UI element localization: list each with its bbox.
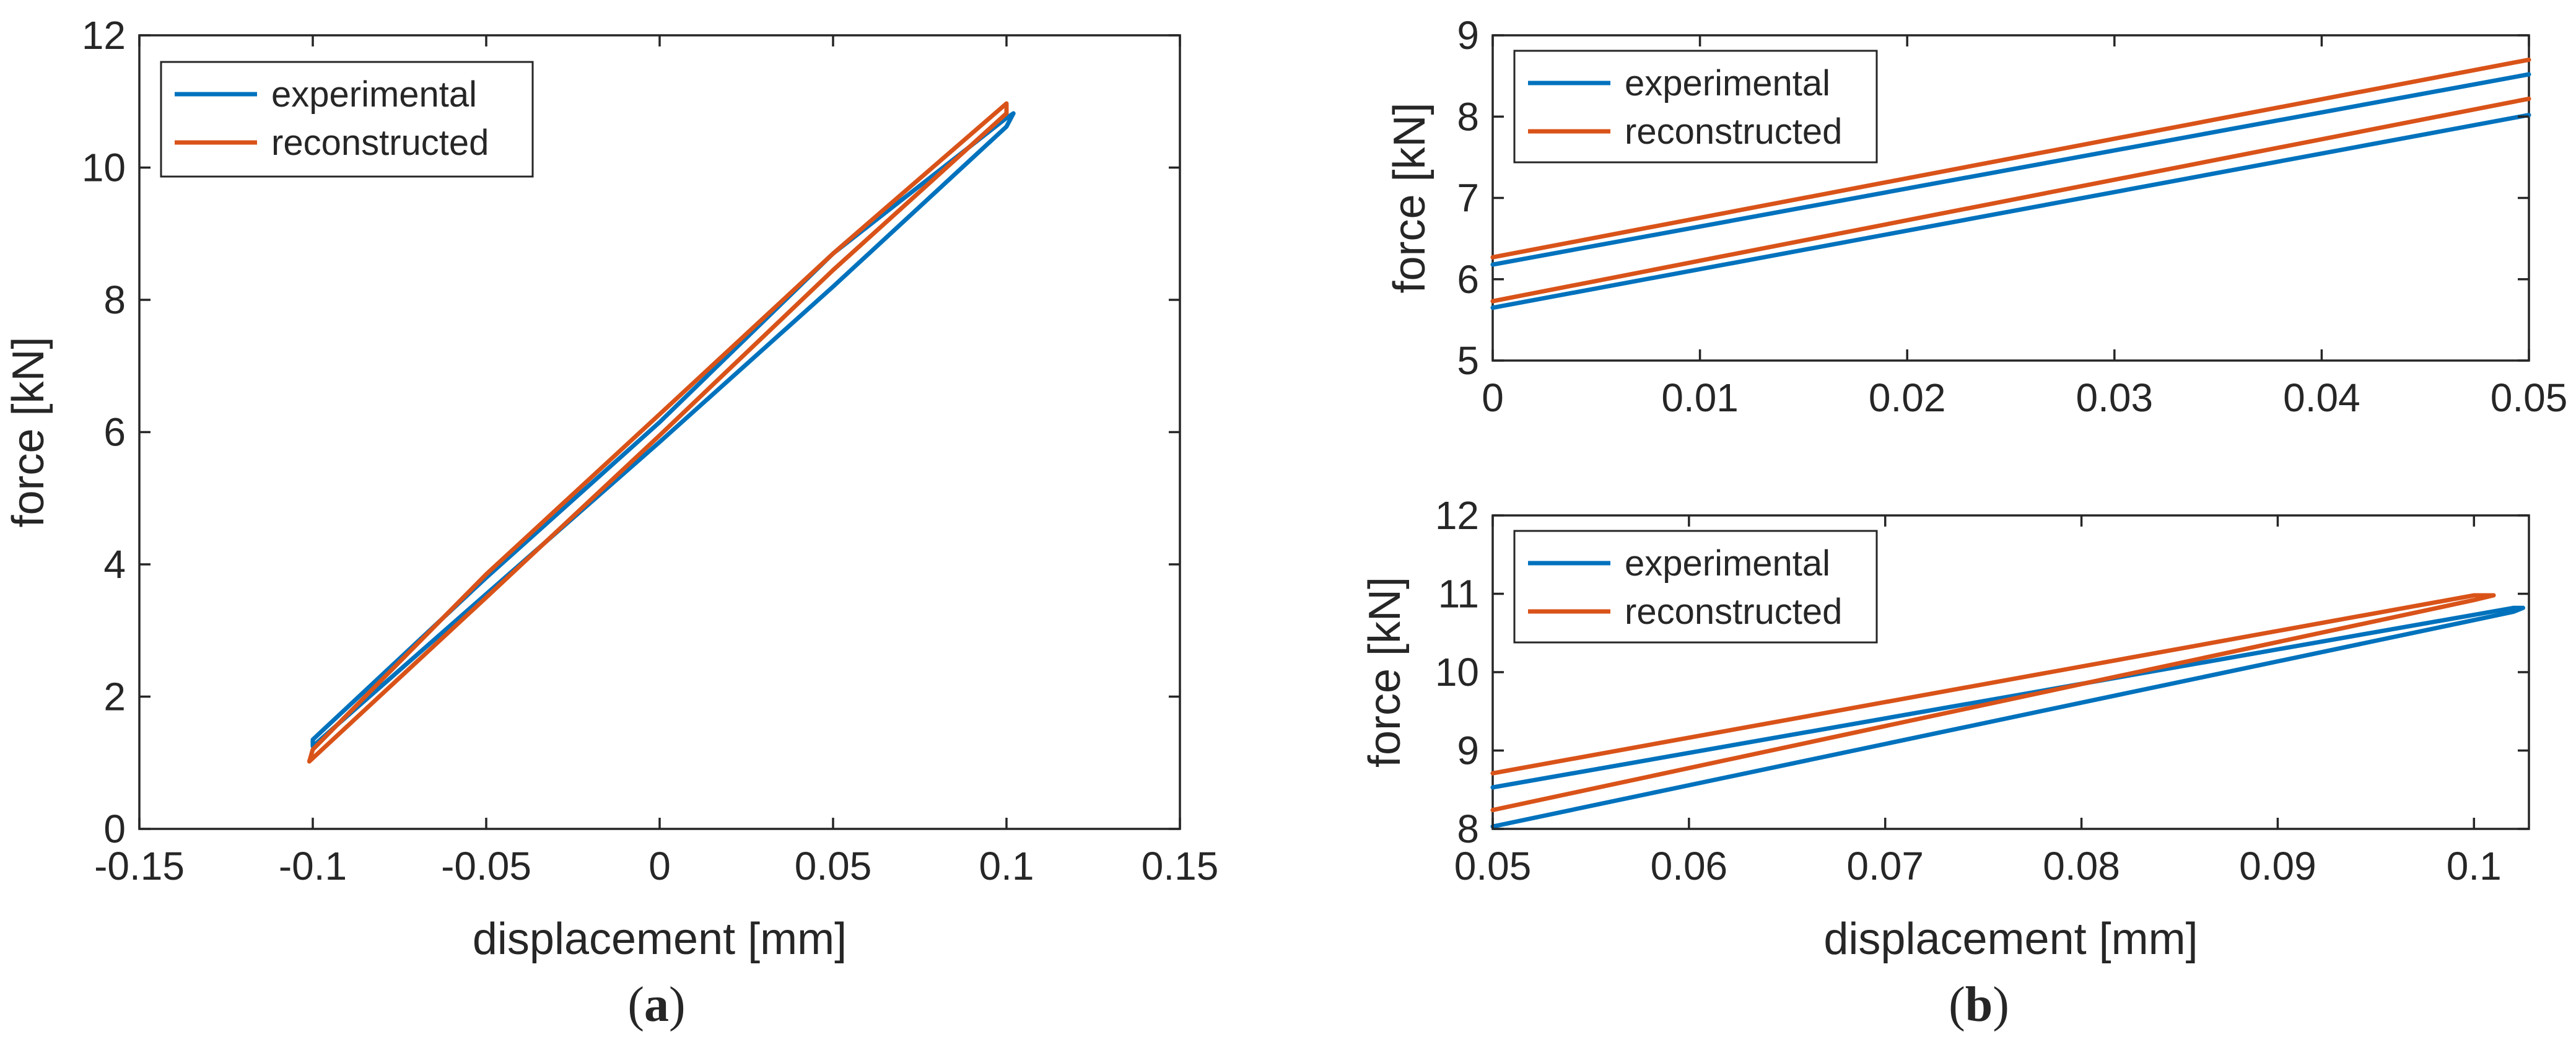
x-tick-label-b-bottom: 0.06 (1651, 844, 1728, 888)
legend-label-reconstructed-a: reconstructed (271, 123, 489, 163)
series-reconstructed-b-top-3 (1490, 57, 2531, 260)
x-tick-label-b-top: 0.03 (2076, 375, 2154, 420)
series-experimental-b-bottom-0 (1490, 605, 2525, 829)
x-axis-title-b-bottom: displacement [mm] (1823, 914, 2198, 964)
panel-b-top-chart: 0 0.01 0.02 0.03 0.04 0.05 5 6 7 8 9 force [kN] expe… (1385, 13, 2567, 420)
series-reconstructed-a-1 (307, 101, 1009, 764)
x-tick-label-b-bottom: 0.05 (1454, 844, 1532, 888)
x-tick-label-b-top: 0 (1482, 375, 1504, 420)
caption-a: (a) (627, 978, 685, 1032)
legend-label-experimental-a: experimental (271, 74, 477, 115)
x-tick-label-b-bottom: 0.08 (2043, 844, 2120, 888)
x-tick-label-a: 0 (648, 844, 671, 888)
y-axis-title-a: force [kN] (4, 336, 53, 527)
x-tick-label-b-bottom: 0.1 (2447, 844, 2502, 888)
y-tick-label-a: 12 (82, 13, 126, 58)
caption-a-close-paren: ) (669, 978, 686, 1032)
legend-box-b-bottom (1513, 530, 1878, 644)
y-tick-label-a: 10 (82, 146, 126, 190)
x-tick-label-a: -0.05 (441, 844, 531, 888)
caption-b-open-paren: ( (1949, 978, 1965, 1032)
y-tick-label-b-bottom: 12 (1435, 493, 1479, 538)
y-tick-label-b-top: 7 (1457, 176, 1479, 221)
x-tick-label-a: -0.1 (279, 844, 347, 888)
y-tick-label-b-bottom: 11 (1438, 572, 1479, 616)
x-axis-title-a: displacement [mm] (473, 914, 847, 964)
y-tick-label-b-top: 5 (1457, 338, 1479, 383)
y-tick-label-b-top: 8 (1457, 94, 1479, 139)
legend-box-b-top (1513, 50, 1878, 164)
series-experimental-b-top-0 (1490, 113, 2531, 310)
y-tick-label-a: 6 (103, 410, 126, 455)
series-reconstructed-b-top-2 (1490, 96, 2531, 304)
legend-box-a (160, 61, 534, 178)
x-tick-label-b-top: 0.05 (2491, 375, 2568, 420)
panel-a-chart: -0.15 -0.1 -0.05 0 0.05 0.1 0.15 0 2 4 6 8 10 12 force… (4, 13, 1218, 964)
caption-a-open-paren: ( (627, 978, 644, 1032)
y-tick-label-a: 4 (103, 542, 126, 587)
panel-b-bottom-chart: 0.05 0.06 0.07 0.08 0.09 0.1 8 9 10 11 12 force [kN… (1360, 493, 2530, 964)
y-tick-label-b-bottom: 8 (1457, 807, 1479, 851)
caption-b-close-paren: ) (1993, 978, 2009, 1032)
x-tick-label-a: -0.15 (94, 844, 185, 888)
legend-label-reconstructed-b-top: reconstructed (1625, 112, 1842, 152)
x-tick-label-b-top: 0.02 (1869, 375, 1946, 420)
legend-label-experimental-b-bottom: experimental (1625, 543, 1830, 584)
x-tick-label-a: 0.15 (1142, 844, 1219, 888)
y-tick-label-a: 2 (103, 675, 126, 719)
caption-b-letter: b (1965, 978, 1993, 1032)
x-tick-label-b-top: 0.04 (2283, 375, 2360, 420)
y-tick-label-a: 8 (103, 278, 126, 322)
y-tick-label-b-bottom: 9 (1457, 729, 1479, 773)
y-tick-label-b-bottom: 10 (1435, 650, 1479, 694)
series-experimental-b-top-1 (1490, 72, 2531, 267)
x-tick-label-b-bottom: 0.07 (1846, 844, 1924, 888)
y-tick-label-a: 0 (103, 807, 126, 851)
legend-label-experimental-b-top: experimental (1625, 63, 1830, 103)
y-tick-label-b-top: 6 (1457, 257, 1479, 302)
caption-a-letter: a (644, 978, 669, 1032)
x-tick-label-b-bottom: 0.09 (2239, 844, 2316, 888)
x-tick-label-a: 0.1 (979, 844, 1034, 888)
series-reconstructed-b-bottom-1 (1490, 593, 2496, 813)
x-tick-label-b-top: 0.01 (1661, 375, 1739, 420)
y-tick-label-b-top: 9 (1457, 13, 1479, 58)
x-tick-label-a: 0.05 (795, 844, 872, 888)
caption-b: (b) (1949, 978, 2009, 1032)
legend-label-reconstructed-b-bottom: reconstructed (1625, 592, 1842, 632)
y-axis-title-b-top: force [kN] (1385, 102, 1434, 293)
y-axis-title-b-bottom: force [kN] (1360, 577, 1410, 768)
